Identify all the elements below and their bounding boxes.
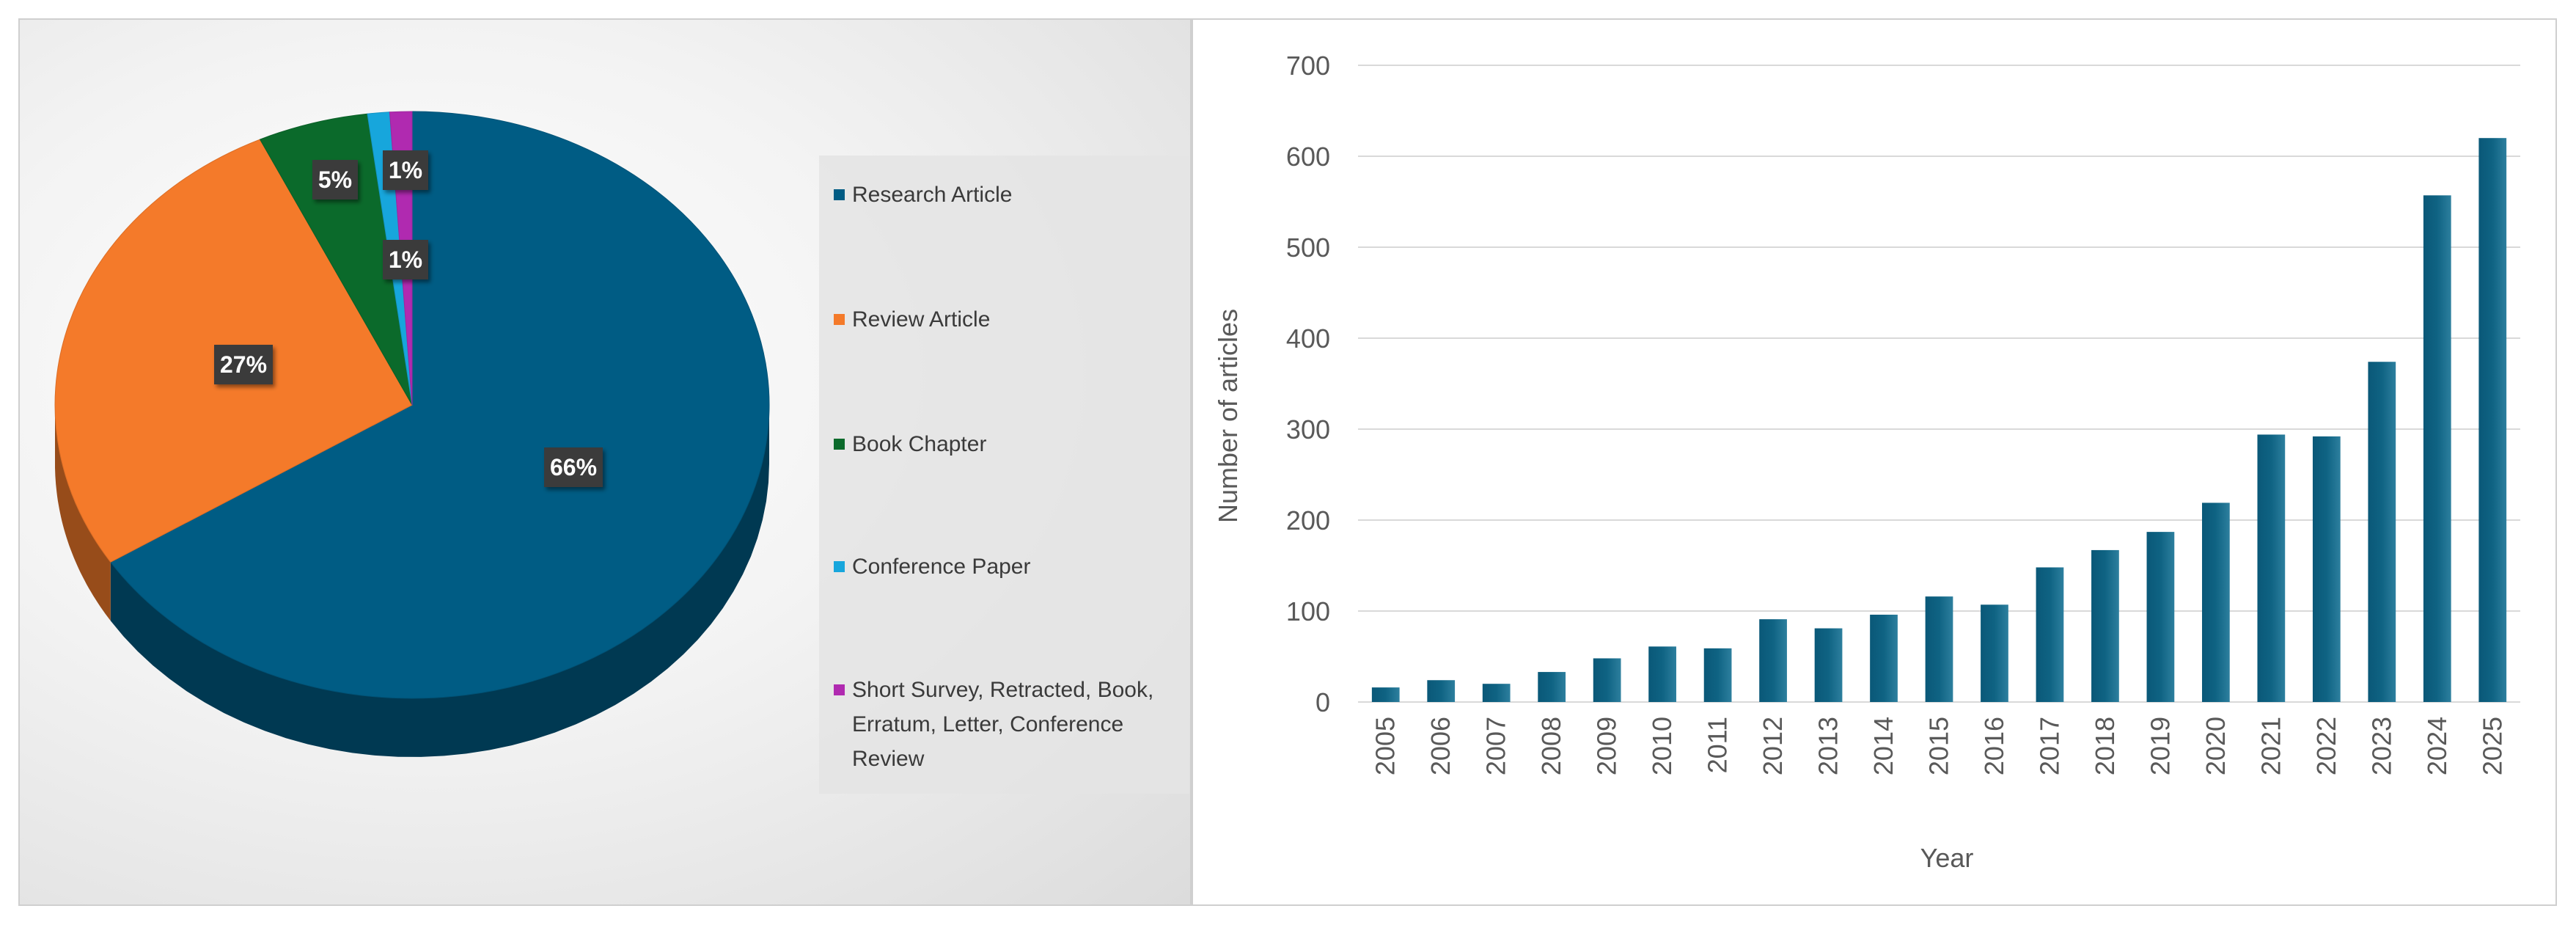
bar bbox=[2368, 362, 2396, 702]
pie-data-label: 66% bbox=[544, 447, 603, 487]
pie-data-label: 27% bbox=[214, 345, 273, 384]
pie-slice-side bbox=[110, 405, 770, 757]
y-tick-label: 100 bbox=[1286, 596, 1330, 626]
bar bbox=[2036, 567, 2064, 702]
pie-label-text: 1% bbox=[389, 157, 422, 183]
bar bbox=[2478, 138, 2507, 702]
legend-item-review-article: Review Article bbox=[834, 302, 1178, 337]
x-tick-label: 2012 bbox=[1758, 717, 1788, 775]
bar bbox=[1870, 614, 1898, 702]
y-tick-label: 600 bbox=[1286, 142, 1330, 172]
legend-swatch bbox=[834, 439, 845, 450]
y-tick-label: 500 bbox=[1286, 233, 1330, 263]
pie-slice bbox=[259, 113, 413, 406]
legend-label: Research Article bbox=[852, 183, 1013, 207]
legend-swatch bbox=[834, 561, 845, 572]
x-tick-label: 2017 bbox=[2034, 717, 2064, 775]
legend-label: Conference Paper bbox=[852, 555, 1031, 579]
x-tick-label: 2009 bbox=[1592, 717, 1622, 775]
bar bbox=[2091, 549, 2119, 702]
bar bbox=[1482, 684, 1511, 702]
x-tick-label: 2019 bbox=[2145, 717, 2175, 775]
pie-label-text: 66% bbox=[550, 454, 597, 480]
x-tick-label: 2008 bbox=[1536, 717, 1566, 775]
legend-label: Book Chapter bbox=[852, 432, 987, 456]
x-tick-label: 2015 bbox=[1924, 717, 1954, 775]
bar bbox=[2146, 532, 2175, 702]
x-tick-label: 2022 bbox=[2311, 717, 2341, 775]
bar bbox=[1814, 628, 1843, 702]
pie-legend: Research Article Review Article Book Cha… bbox=[819, 156, 1189, 794]
x-tick-label: 2020 bbox=[2201, 717, 2231, 775]
pie-label-text: 27% bbox=[220, 351, 267, 378]
bar bbox=[2202, 502, 2230, 702]
pie-label-text: 1% bbox=[389, 246, 422, 273]
legend-item-research-article: Research Article bbox=[834, 178, 1178, 212]
x-tick-label: 2024 bbox=[2422, 717, 2452, 775]
y-tick-label: 700 bbox=[1286, 51, 1330, 81]
y-tick-label: 300 bbox=[1286, 414, 1330, 445]
legend-label: Short Survey, Retracted, Book, Erratum, … bbox=[852, 678, 1154, 771]
pie-label-text: 5% bbox=[318, 167, 352, 193]
x-tick-label: 2013 bbox=[1813, 717, 1843, 775]
bar bbox=[1759, 619, 1787, 702]
bar-chart: 0 100 200 300 400 500 600 700 2005 2006 2007 2008 2… bbox=[1213, 51, 2520, 873]
pie-chart: 66% 27% 5% 1% 1% bbox=[54, 111, 770, 757]
x-tick-label: 2023 bbox=[2366, 717, 2396, 775]
legend-swatch bbox=[834, 314, 845, 325]
x-tick-label: 2018 bbox=[2090, 717, 2120, 775]
x-tick-label: 2014 bbox=[1868, 717, 1898, 775]
bar bbox=[1703, 648, 1732, 702]
x-tick-label: 2025 bbox=[2477, 717, 2507, 775]
bar bbox=[1593, 658, 1621, 702]
bar bbox=[1981, 604, 2008, 702]
legend-swatch bbox=[834, 684, 845, 695]
bar bbox=[1648, 646, 1676, 702]
legend-swatch bbox=[834, 189, 845, 200]
pie-data-label: 5% bbox=[312, 160, 358, 200]
legend-label: Review Article bbox=[852, 307, 991, 332]
pie-slice-side bbox=[55, 405, 111, 621]
x-tick-label: 2011 bbox=[1703, 717, 1733, 773]
x-tick-label: 2010 bbox=[1647, 717, 1677, 775]
y-tick-label: 400 bbox=[1286, 323, 1330, 354]
pie-chart-panel: 66% 27% 5% 1% 1% Research Article Review Art… bbox=[18, 18, 1192, 906]
pie-data-label: 1% bbox=[383, 240, 428, 279]
bar-chart-panel: 0 100 200 300 400 500 600 700 2005 2006 2007 2008 2… bbox=[1192, 18, 2557, 906]
bar bbox=[2423, 195, 2451, 702]
legend-item-book-chapter: Book Chapter bbox=[834, 427, 1178, 461]
pie-data-label: 1% bbox=[383, 150, 428, 190]
x-tick-label: 2006 bbox=[1425, 717, 1456, 775]
y-tick-label: 200 bbox=[1286, 505, 1330, 535]
bar bbox=[1925, 596, 1953, 702]
bar bbox=[2312, 436, 2341, 702]
bar bbox=[1538, 672, 1566, 702]
x-axis-label: Year bbox=[1920, 843, 1974, 873]
x-tick-label: 2007 bbox=[1481, 717, 1511, 775]
x-tick-label: 2021 bbox=[2256, 717, 2286, 775]
pie-slice bbox=[110, 111, 770, 699]
bar bbox=[1371, 687, 1400, 702]
x-tick-label: 2005 bbox=[1370, 717, 1401, 775]
y-axis-label: Number of articles bbox=[1213, 309, 1243, 523]
legend-item-other: Short Survey, Retracted, Book, Erratum, … bbox=[834, 673, 1178, 776]
bar bbox=[2257, 434, 2286, 702]
legend-item-conference-paper: Conference Paper bbox=[834, 549, 1178, 584]
bar bbox=[1427, 680, 1456, 702]
y-tick-label: 0 bbox=[1315, 687, 1330, 717]
x-tick-label: 2016 bbox=[1979, 717, 2009, 775]
